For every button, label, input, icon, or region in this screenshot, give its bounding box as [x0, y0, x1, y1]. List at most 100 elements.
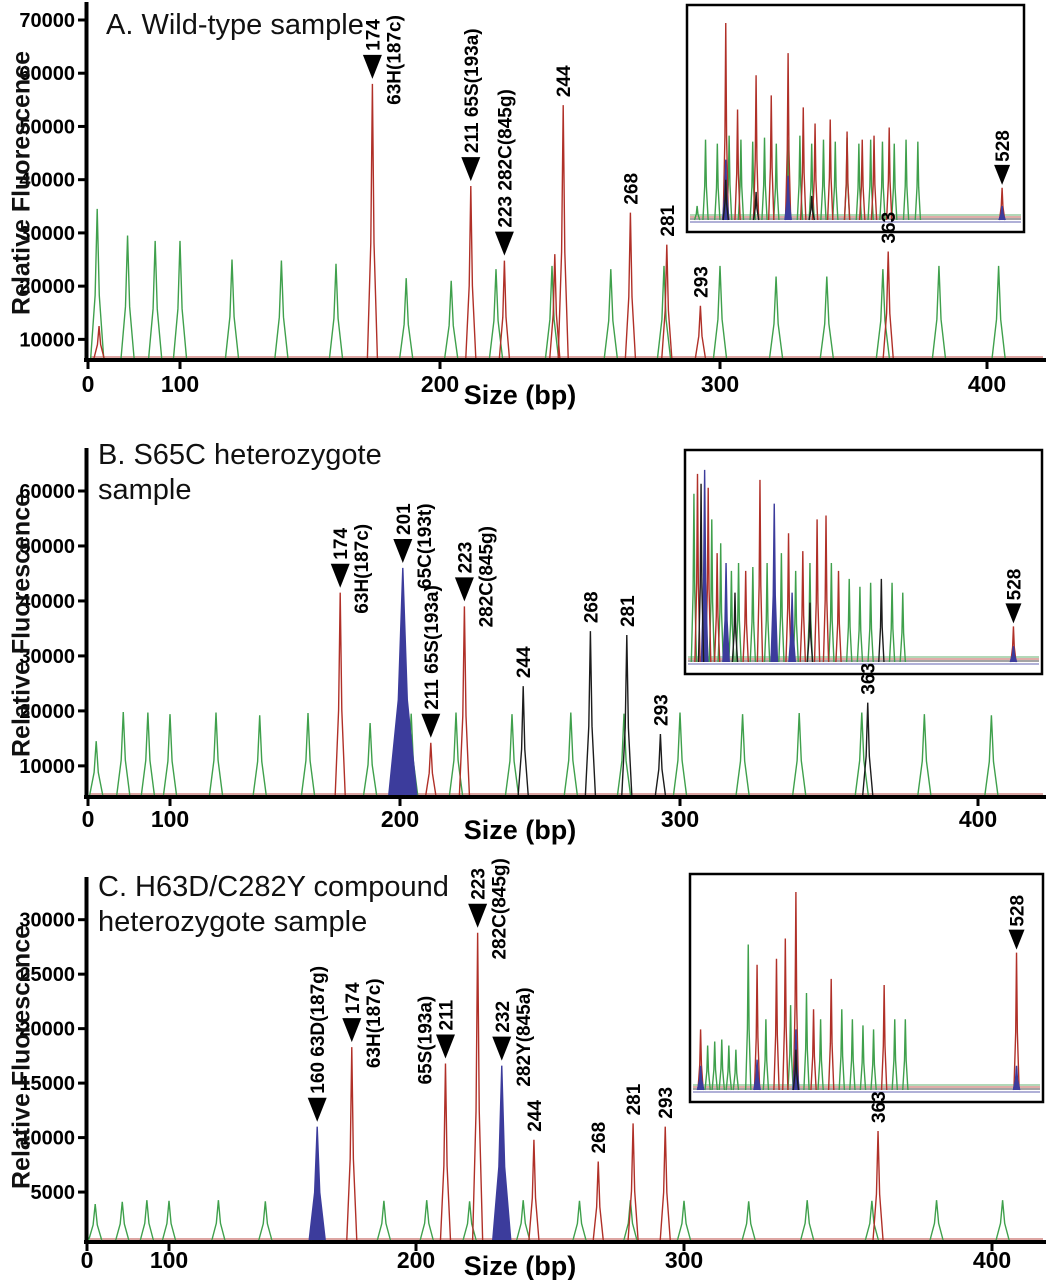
inset-peak — [1012, 1065, 1021, 1091]
inset-peak — [1013, 952, 1020, 1091]
inset-peak — [744, 944, 752, 1091]
size-standard-ladder-peak — [735, 714, 750, 796]
compound-heterozygote-trace-peak — [592, 1161, 604, 1241]
inset-peak — [785, 533, 792, 663]
inset-peak — [878, 578, 885, 663]
heterozygote-trace-black-peak — [654, 733, 667, 796]
size-standard-ladder-peak — [208, 712, 224, 796]
inset-peak — [806, 602, 814, 663]
inset-peak — [749, 566, 757, 663]
y-tick-label: 30000 — [19, 910, 75, 932]
size-standard-ladder-peak — [140, 712, 156, 796]
size-standard-ladder-peak — [544, 265, 560, 359]
size-standard-ladder-peak — [875, 269, 891, 359]
inset-peak — [858, 139, 866, 221]
y-tick-label: 50000 — [19, 536, 75, 558]
size-standard-ladder-peak — [712, 265, 728, 359]
size-standard-ladder-peak — [139, 1200, 155, 1241]
inset-peak — [725, 1045, 733, 1091]
peak-arrow-icon — [454, 577, 474, 602]
y-tick-label: 10000 — [19, 329, 75, 351]
size-standard-ladder-peak — [88, 1203, 103, 1241]
y-tick-label: 30000 — [19, 646, 75, 668]
compound-heterozygote-trace-peak — [627, 1123, 639, 1241]
inset-peak — [792, 570, 799, 663]
inset-peak — [753, 1059, 761, 1091]
y-tick-label: 15000 — [19, 1073, 75, 1095]
size-standard-ladder-peak — [115, 1201, 130, 1241]
peak-size-label: 201 — [394, 503, 415, 535]
x-axis-title: Size (bp) — [464, 380, 577, 410]
peak-size-label: 244 — [554, 65, 575, 97]
inset-peak — [803, 993, 810, 1091]
inset-box — [685, 3, 1026, 234]
inset-peak — [792, 892, 800, 1091]
size-standard-ladder-peak — [116, 711, 131, 796]
inset-peak — [843, 131, 851, 221]
inset-peak — [722, 562, 730, 663]
inset-528-label: 528 — [1004, 569, 1025, 601]
mutant-alleles-filled-peak — [308, 1126, 326, 1241]
size-standard-ladder-peak — [864, 1200, 880, 1241]
inset-peak — [761, 137, 768, 221]
inset-peak — [787, 1005, 794, 1091]
inset-peak — [718, 1039, 726, 1091]
peak-size-label: 244 — [525, 1100, 546, 1132]
inset-box — [683, 448, 1044, 676]
panel-a-title: A. Wild-type sample — [106, 9, 364, 41]
heterozygote-trace-black-peak — [862, 702, 874, 796]
x-axis-title: Size (bp) — [464, 815, 577, 845]
inset-peak — [835, 570, 842, 663]
size-standard-ladder-peak — [819, 276, 834, 359]
inset-peak — [742, 570, 749, 663]
x-axis-title: Size (bp) — [464, 1251, 577, 1280]
x-tick-label: 0 — [81, 1247, 94, 1273]
x-tick-label: 300 — [661, 806, 699, 832]
inset-peak — [820, 139, 827, 221]
inset-peak — [697, 1029, 704, 1091]
inset-peak — [694, 473, 701, 663]
inset-peak — [885, 127, 893, 221]
inset-peak — [827, 978, 835, 1091]
size-standard-ladder-peak — [328, 263, 344, 359]
size-standard-ladder-peak — [448, 712, 464, 796]
inset-peak — [831, 141, 839, 221]
heterozygote-trace-red-peak — [458, 606, 471, 796]
heterozygote-trace-black-peak — [584, 631, 597, 796]
inset-peak — [810, 1009, 817, 1091]
peak-size-label: 244 — [514, 646, 535, 678]
size-standard-ladder-peak — [258, 1201, 273, 1241]
peak-size-allele-label: 211 65S(193a) — [422, 585, 443, 710]
peak-size-label: 223 — [469, 868, 490, 900]
y-tick-label: 50000 — [19, 116, 75, 138]
size-standard-ladder-peak — [252, 715, 267, 796]
x-tick-label: 0 — [82, 371, 95, 397]
wild-type-sample-trace-peak — [557, 105, 569, 359]
size-standard-ladder-peak — [792, 713, 807, 796]
inset-peak — [914, 141, 922, 221]
inset-peak — [773, 958, 780, 1091]
inset-peak — [717, 543, 724, 663]
inset-peak — [773, 143, 780, 221]
inset-peak — [891, 1019, 899, 1091]
peak-allele-label: 65S(193a) — [415, 996, 436, 1085]
inset-peak — [859, 1025, 867, 1091]
compound-heterozygote-trace-peak — [528, 1139, 540, 1241]
peak-arrow-icon — [307, 1097, 327, 1122]
inset-peak — [828, 562, 835, 663]
s65c-allele-filled-peak — [388, 567, 418, 796]
heterozygote-trace-red-peak — [334, 592, 346, 796]
size-standard-ladder-peak — [516, 1200, 531, 1241]
inset-peak — [697, 483, 705, 663]
inset-peak — [902, 139, 910, 221]
size-standard-ladder-peak — [676, 1200, 692, 1241]
y-tick-label: 30000 — [19, 223, 75, 245]
peak-arrow-icon — [492, 1036, 512, 1061]
inset-peak — [752, 191, 760, 221]
inset-528-arrow-icon — [1008, 929, 1025, 950]
wild-type-sample-trace-peak — [366, 83, 379, 359]
peak-size-label: 223 — [455, 542, 476, 574]
inset-528-label: 528 — [993, 130, 1014, 162]
inset-peak — [722, 179, 730, 221]
size-standard-ladder-peak — [991, 265, 1006, 359]
